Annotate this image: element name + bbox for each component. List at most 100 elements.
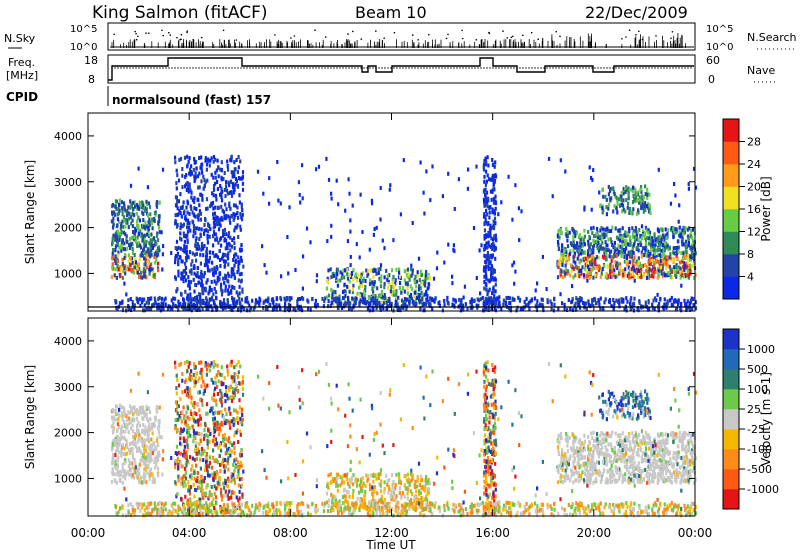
data-cell: [628, 432, 631, 436]
data-cell: [346, 284, 349, 289]
data-cell: [228, 203, 231, 208]
data-cell: [211, 295, 214, 300]
data-cell: [351, 296, 354, 301]
data-cell: [284, 298, 287, 303]
data-cell: [155, 202, 158, 207]
data-cell: [512, 260, 516, 265]
data-cell: [648, 275, 651, 280]
data-cell: [212, 187, 216, 192]
data-cell: [174, 160, 177, 165]
data-cell: [372, 479, 375, 484]
data-cell: [333, 296, 336, 301]
data-cell: [469, 299, 472, 304]
data-cell: [622, 186, 625, 191]
data-cell: [671, 472, 674, 477]
data-cell: [441, 308, 444, 313]
data-cell: [618, 262, 621, 267]
data-cell: [694, 272, 697, 277]
data-cell: [154, 260, 157, 265]
data-cell: [238, 291, 241, 296]
data-cell: [136, 219, 139, 224]
data-cell: [143, 467, 146, 472]
data-cell: [562, 252, 565, 257]
data-cell: [140, 456, 143, 461]
data-cell: [122, 230, 125, 235]
data-cell: [638, 228, 641, 232]
data-cell: [577, 249, 580, 254]
data-cell: [326, 239, 329, 244]
data-cell: [346, 489, 349, 494]
data-cell: [297, 306, 300, 311]
data-cell: [192, 213, 196, 218]
data-cell: [231, 181, 235, 186]
data-cell: [382, 295, 385, 300]
data-cell: [277, 198, 280, 203]
data-cell: [519, 297, 522, 302]
data-cell: [644, 467, 647, 472]
data-cell: [421, 295, 424, 300]
data-cell: [599, 439, 602, 444]
data-cell: [193, 157, 196, 161]
data-cell: [138, 297, 141, 302]
data-cell: [658, 301, 661, 306]
data-cell: [651, 452, 654, 457]
data-cell: [596, 239, 599, 244]
data-cell: [388, 487, 391, 492]
data-cell: [232, 184, 235, 189]
data-cell: [183, 269, 186, 274]
data-cell: [658, 447, 662, 452]
data-cell: [620, 297, 623, 302]
data-cell: [145, 224, 148, 229]
data-cell: [621, 209, 624, 214]
data-cell: [329, 303, 332, 308]
data-cell: [156, 231, 159, 236]
data-cell: [212, 292, 215, 297]
data-cell: [376, 286, 379, 291]
data-cell: [193, 271, 196, 276]
data-cell: [121, 429, 124, 434]
data-cell: [195, 295, 198, 300]
data-cell: [401, 286, 405, 290]
data-cell: [596, 449, 599, 454]
data-cell: [147, 453, 150, 458]
beam-title: Beam 10: [355, 3, 427, 22]
data-cell: [587, 447, 590, 452]
data-cell: [493, 303, 496, 308]
freq-label: Freq.: [8, 56, 35, 69]
data-cell: [628, 260, 631, 265]
data-cell: [653, 459, 656, 464]
data-cell: [170, 251, 173, 255]
data-cell: [392, 479, 395, 484]
data-cell: [645, 253, 648, 258]
data-cell: [212, 243, 215, 248]
data-cell: [332, 508, 335, 513]
data-cell: [143, 413, 147, 418]
data-cell: [579, 463, 582, 468]
data-cell: [670, 256, 673, 261]
data-cell: [129, 468, 132, 473]
data-cell: [217, 219, 220, 224]
data-cell: [483, 274, 486, 279]
data-cell: [686, 299, 689, 304]
data-cell: [150, 307, 153, 311]
data-cell: [159, 308, 162, 313]
data-cell: [346, 301, 349, 306]
data-cell: [484, 296, 487, 301]
data-cell: [358, 278, 362, 283]
data-cell: [198, 203, 201, 208]
data-cell: [592, 250, 595, 255]
data-cell: [372, 494, 375, 499]
data-cell: [140, 251, 143, 256]
data-cell: [670, 461, 673, 466]
colorbar-tick-label: 16: [747, 203, 761, 216]
data-cell: [205, 262, 208, 267]
data-cell: [605, 462, 608, 467]
data-cell: [232, 272, 235, 277]
data-cell: [257, 300, 260, 305]
data-cell: [657, 239, 660, 244]
data-cell: [155, 250, 158, 255]
data-cell: [688, 226, 691, 231]
data-cell: [574, 260, 577, 265]
data-cell: [620, 235, 623, 240]
data-cell: [601, 232, 604, 237]
